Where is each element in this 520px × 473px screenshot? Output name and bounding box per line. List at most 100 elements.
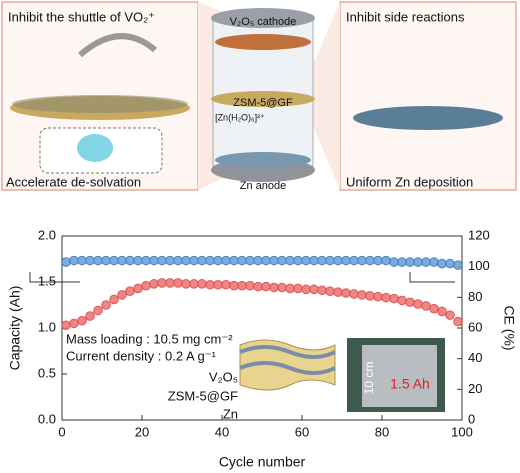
data-point xyxy=(77,255,87,266)
y2-tick-label: 80 xyxy=(468,289,482,304)
data-point xyxy=(165,255,175,266)
x-tick-label: 80 xyxy=(375,424,389,439)
data-point xyxy=(109,255,119,266)
data-point xyxy=(365,255,375,266)
data-point xyxy=(189,255,199,266)
data-point xyxy=(173,278,183,288)
data-point xyxy=(285,255,295,266)
data-point xyxy=(165,278,175,288)
data-point xyxy=(125,255,135,266)
data-point xyxy=(69,255,79,266)
x-tick-label: 20 xyxy=(135,424,149,439)
data-point xyxy=(141,280,151,291)
data-point xyxy=(293,283,303,294)
data-point xyxy=(125,286,135,297)
data-point xyxy=(349,289,359,299)
connector xyxy=(300,2,340,190)
anode-top xyxy=(215,152,311,168)
annotation: ZSM-5@GF xyxy=(168,388,238,403)
data-point xyxy=(453,260,463,270)
zn-plate xyxy=(353,106,503,130)
y-tick-label: 0.0 xyxy=(38,411,56,426)
data-point xyxy=(373,291,383,302)
data-point xyxy=(197,279,207,289)
y2-tick-label: 100 xyxy=(468,258,490,273)
separator-layer xyxy=(12,95,188,113)
data-point xyxy=(357,290,367,300)
data-point xyxy=(301,284,311,295)
data-point xyxy=(61,320,71,331)
data-point xyxy=(181,279,191,289)
data-point xyxy=(261,281,271,292)
data-point xyxy=(389,293,399,304)
annotation: V₂O₅ xyxy=(209,369,238,384)
x-tick-label: 40 xyxy=(215,424,229,439)
data-point xyxy=(61,257,71,267)
data-point xyxy=(437,258,447,269)
x-tick-label: 0 xyxy=(58,424,65,439)
data-point xyxy=(101,255,111,266)
label: Inhibit the shuttle of VO₂⁺ xyxy=(8,9,155,24)
data-point xyxy=(69,318,79,329)
data-point xyxy=(421,257,431,267)
data-point xyxy=(277,255,287,266)
data-point xyxy=(421,301,431,311)
data-point xyxy=(189,279,199,289)
x-tick-label: 100 xyxy=(451,424,473,439)
y-tick-label: 2.0 xyxy=(38,227,56,242)
annotation: Current density : 0.2 A g⁻¹ xyxy=(66,348,217,363)
x-tick-label: 60 xyxy=(295,424,309,439)
data-point xyxy=(149,255,159,266)
data-point xyxy=(285,283,295,294)
data-point xyxy=(453,316,463,327)
x-axis-label: Cycle number xyxy=(219,454,306,470)
data-point xyxy=(373,255,383,266)
data-point xyxy=(397,257,407,267)
y2-tick-label: 20 xyxy=(468,381,482,396)
data-point xyxy=(333,287,343,297)
data-point xyxy=(149,279,159,289)
y-tick-label: 1.0 xyxy=(38,319,56,334)
data-point xyxy=(245,280,255,291)
data-point xyxy=(325,255,335,266)
data-point xyxy=(221,279,231,290)
data-point xyxy=(157,278,167,288)
data-point xyxy=(85,311,95,321)
data-point xyxy=(133,283,143,294)
data-point xyxy=(293,255,303,266)
data-point xyxy=(237,280,247,291)
data-point xyxy=(213,255,223,266)
data-point xyxy=(445,310,455,320)
y-axis-label: Capacity (Ah) xyxy=(7,286,23,371)
data-point xyxy=(197,255,207,266)
data-point xyxy=(77,315,87,326)
label: ZSM-5@GF xyxy=(233,97,293,109)
data-point xyxy=(253,255,263,266)
label: Uniform Zn deposition xyxy=(346,174,473,189)
separator xyxy=(211,91,315,107)
annotation: 10 cm xyxy=(362,362,376,395)
data-point xyxy=(445,258,455,269)
data-point xyxy=(117,255,127,266)
y2-tick-label: 120 xyxy=(468,227,490,242)
data-point xyxy=(309,284,319,295)
y-tick-label: 1.5 xyxy=(38,273,56,288)
label: Zn anode xyxy=(240,180,286,192)
annotation: 1.5 Ah xyxy=(390,376,430,392)
data-point xyxy=(205,279,215,290)
data-point xyxy=(93,305,103,316)
data-point xyxy=(101,300,111,310)
data-point xyxy=(229,280,239,291)
data-point xyxy=(85,255,95,266)
label: V₂O₅ cathode xyxy=(230,16,297,28)
data-point xyxy=(141,255,151,266)
data-point xyxy=(429,303,439,314)
data-point xyxy=(93,255,103,266)
data-point xyxy=(237,255,247,266)
cathode-material xyxy=(215,34,311,50)
arrow xyxy=(78,33,157,58)
data-point xyxy=(397,295,407,306)
data-point xyxy=(333,255,343,266)
pouch-cell xyxy=(362,345,437,407)
